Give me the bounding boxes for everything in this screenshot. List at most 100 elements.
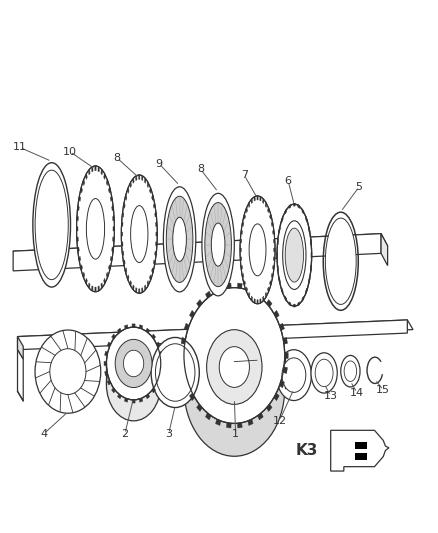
Polygon shape (141, 175, 143, 181)
Polygon shape (279, 277, 280, 284)
Polygon shape (88, 283, 90, 289)
Polygon shape (122, 212, 124, 217)
Polygon shape (152, 195, 153, 200)
Polygon shape (13, 233, 381, 271)
Polygon shape (147, 182, 149, 188)
Polygon shape (248, 286, 253, 292)
Polygon shape (241, 265, 243, 270)
Polygon shape (274, 393, 279, 401)
Ellipse shape (207, 330, 262, 405)
Wedge shape (362, 282, 388, 308)
Polygon shape (85, 173, 87, 180)
Polygon shape (274, 310, 279, 318)
Polygon shape (277, 253, 278, 258)
Ellipse shape (282, 358, 306, 392)
Polygon shape (127, 188, 129, 193)
Polygon shape (125, 195, 127, 200)
Polygon shape (146, 394, 150, 399)
Polygon shape (205, 413, 211, 420)
Ellipse shape (77, 166, 114, 292)
Polygon shape (98, 286, 99, 291)
Polygon shape (110, 256, 112, 262)
Polygon shape (248, 419, 253, 425)
Polygon shape (109, 265, 110, 271)
Ellipse shape (205, 203, 231, 287)
Polygon shape (113, 227, 114, 231)
Polygon shape (283, 337, 287, 344)
Polygon shape (298, 302, 300, 306)
Polygon shape (274, 248, 275, 252)
Polygon shape (262, 199, 264, 204)
Polygon shape (257, 300, 258, 304)
Text: 7: 7 (241, 171, 248, 180)
Ellipse shape (106, 327, 161, 400)
Polygon shape (310, 265, 311, 271)
Polygon shape (88, 169, 90, 175)
Polygon shape (258, 291, 263, 298)
Polygon shape (268, 287, 269, 293)
Text: 2: 2 (121, 429, 128, 439)
Polygon shape (155, 222, 157, 227)
Polygon shape (121, 222, 123, 227)
Text: 5: 5 (356, 182, 363, 192)
Text: 12: 12 (272, 416, 286, 426)
Polygon shape (269, 214, 271, 219)
Polygon shape (254, 298, 255, 303)
Polygon shape (254, 197, 255, 201)
Polygon shape (98, 166, 99, 172)
Polygon shape (281, 216, 283, 222)
Polygon shape (311, 253, 312, 258)
Polygon shape (215, 419, 221, 425)
Polygon shape (242, 273, 244, 278)
Polygon shape (269, 280, 271, 286)
Polygon shape (305, 288, 307, 294)
Polygon shape (92, 286, 93, 291)
Ellipse shape (86, 198, 105, 259)
Ellipse shape (311, 353, 337, 393)
Polygon shape (127, 275, 129, 281)
Ellipse shape (202, 193, 234, 296)
Polygon shape (251, 296, 253, 301)
Polygon shape (156, 380, 160, 385)
Polygon shape (105, 351, 108, 356)
Polygon shape (266, 404, 272, 411)
Polygon shape (77, 216, 78, 221)
Text: 8: 8 (197, 164, 204, 174)
Ellipse shape (131, 206, 148, 263)
Polygon shape (285, 296, 287, 302)
Polygon shape (271, 273, 273, 278)
Polygon shape (237, 283, 242, 288)
Polygon shape (266, 300, 272, 307)
Polygon shape (279, 381, 284, 388)
Polygon shape (272, 265, 274, 270)
Polygon shape (240, 257, 242, 261)
Polygon shape (248, 292, 250, 297)
Ellipse shape (276, 350, 311, 400)
Ellipse shape (341, 356, 360, 387)
Polygon shape (262, 296, 264, 301)
Polygon shape (285, 352, 288, 359)
Ellipse shape (173, 217, 187, 261)
Polygon shape (159, 371, 162, 376)
Ellipse shape (151, 337, 199, 408)
Polygon shape (149, 275, 151, 281)
Polygon shape (112, 205, 113, 211)
Ellipse shape (315, 359, 333, 386)
Polygon shape (260, 298, 261, 303)
Polygon shape (181, 367, 186, 374)
Text: 11: 11 (13, 142, 27, 152)
Polygon shape (135, 175, 137, 181)
Polygon shape (289, 204, 291, 208)
Polygon shape (107, 380, 111, 385)
Polygon shape (190, 310, 195, 318)
Polygon shape (146, 328, 150, 333)
Polygon shape (215, 286, 221, 292)
Polygon shape (95, 166, 96, 171)
Polygon shape (152, 334, 155, 339)
Ellipse shape (211, 223, 225, 266)
Polygon shape (18, 320, 407, 350)
Polygon shape (112, 247, 113, 253)
Polygon shape (105, 371, 108, 376)
Polygon shape (152, 268, 153, 273)
Polygon shape (110, 196, 112, 201)
